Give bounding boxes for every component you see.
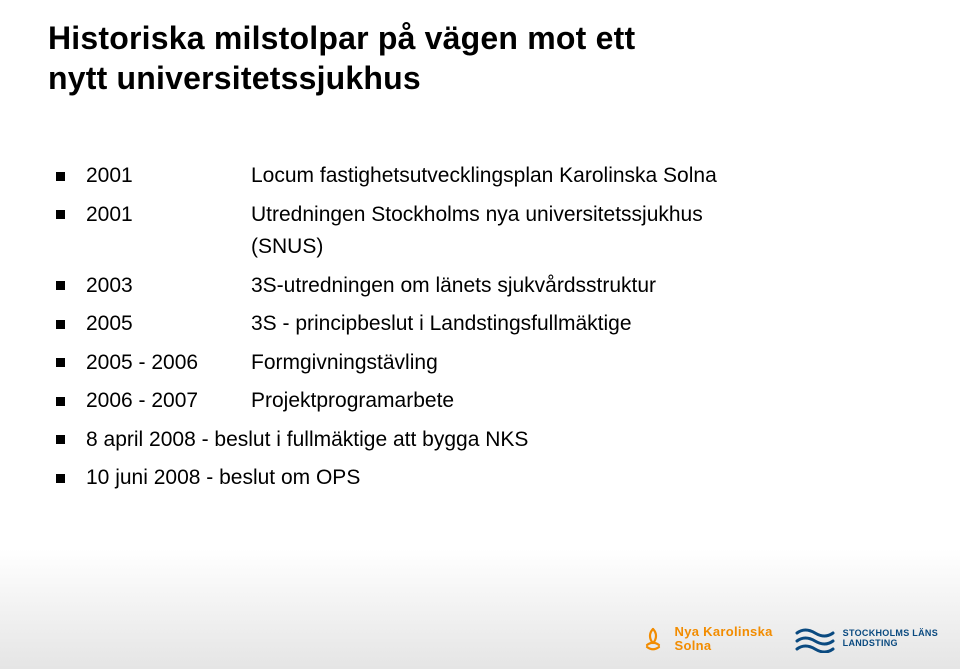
bullet-icon bbox=[56, 474, 65, 483]
sll-label: STOCKHOLMS LÄNS LANDSTING bbox=[843, 629, 938, 649]
item-text: 10 juni 2008 - beslut om OPS bbox=[86, 466, 360, 489]
bullet-icon bbox=[56, 435, 65, 444]
sll-line1: STOCKHOLMS LÄNS bbox=[843, 628, 938, 638]
sll-line2: LANDSTING bbox=[843, 638, 898, 648]
item-desc-line1: Utredningen Stockholms nya universitetss… bbox=[251, 203, 703, 226]
logo-nks: Nya Karolinska Solna bbox=[639, 625, 773, 653]
list-item: 2005 3S - principbeslut i Landstingsfull… bbox=[48, 308, 880, 341]
item-text: 8 april 2008 - beslut i fullmäktige att … bbox=[86, 428, 528, 451]
slide-body: 2001 Locum fastighetsutvecklingsplan Kar… bbox=[48, 160, 880, 501]
logo-sll: STOCKHOLMS LÄNS LANDSTING bbox=[795, 625, 938, 653]
item-year: 2005 - 2006 bbox=[86, 347, 251, 380]
bullet-list-1: 2001 Locum fastighetsutvecklingsplan Kar… bbox=[48, 160, 880, 418]
sll-waves-icon bbox=[795, 625, 835, 653]
bullet-icon bbox=[56, 397, 65, 406]
item-desc: Locum fastighetsutvecklingsplan Karolins… bbox=[251, 160, 880, 193]
nks-label: Nya Karolinska Solna bbox=[675, 625, 773, 652]
bullet-icon bbox=[56, 281, 65, 290]
bullet-icon bbox=[56, 172, 65, 181]
list-item: 2006 - 2007 Projektprogramarbete bbox=[48, 385, 880, 418]
slide-title: Historiska milstolpar på vägen mot ett n… bbox=[48, 18, 900, 98]
item-desc: Projektprogramarbete bbox=[251, 385, 880, 418]
bullet-icon bbox=[56, 210, 65, 219]
title-line-1: Historiska milstolpar på vägen mot ett bbox=[48, 20, 635, 56]
item-desc: 3S - principbeslut i Landstingsfullmäkti… bbox=[251, 308, 880, 341]
list-item: 2001 Locum fastighetsutvecklingsplan Kar… bbox=[48, 160, 880, 193]
item-year: 2001 bbox=[86, 160, 251, 193]
list-item: 2005 - 2006 Formgivningstävling bbox=[48, 347, 880, 380]
item-year: 2005 bbox=[86, 308, 251, 341]
item-desc: Utredningen Stockholms nya universitetss… bbox=[251, 199, 880, 264]
nks-line2: Solna bbox=[675, 638, 712, 653]
item-desc-line2: (SNUS) bbox=[251, 231, 880, 264]
bullet-list-2: 8 april 2008 - beslut i fullmäktige att … bbox=[48, 424, 880, 495]
item-year: 2006 - 2007 bbox=[86, 385, 251, 418]
item-desc: Formgivningstävling bbox=[251, 347, 880, 380]
footer-logos: Nya Karolinska Solna STOCKHOLMS LÄNS LAN… bbox=[639, 625, 938, 653]
title-line-2: nytt universitetssjukhus bbox=[48, 60, 421, 96]
nks-glyph-icon bbox=[639, 625, 667, 653]
list-item: 2001 Utredningen Stockholms nya universi… bbox=[48, 199, 880, 264]
list-item: 2003 3S-utredningen om länets sjukvårdss… bbox=[48, 270, 880, 303]
item-year: 2003 bbox=[86, 270, 251, 303]
bullet-icon bbox=[56, 320, 65, 329]
list-item: 8 april 2008 - beslut i fullmäktige att … bbox=[48, 424, 880, 457]
bullet-icon bbox=[56, 358, 65, 367]
list-item: 10 juni 2008 - beslut om OPS bbox=[48, 462, 880, 495]
item-desc: 3S-utredningen om länets sjukvårdsstrukt… bbox=[251, 270, 880, 303]
item-year: 2001 bbox=[86, 199, 251, 264]
